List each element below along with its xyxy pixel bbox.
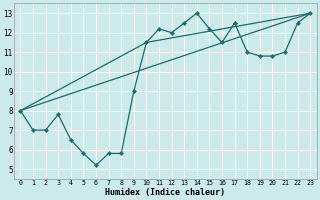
X-axis label: Humidex (Indice chaleur): Humidex (Indice chaleur) (105, 188, 225, 197)
